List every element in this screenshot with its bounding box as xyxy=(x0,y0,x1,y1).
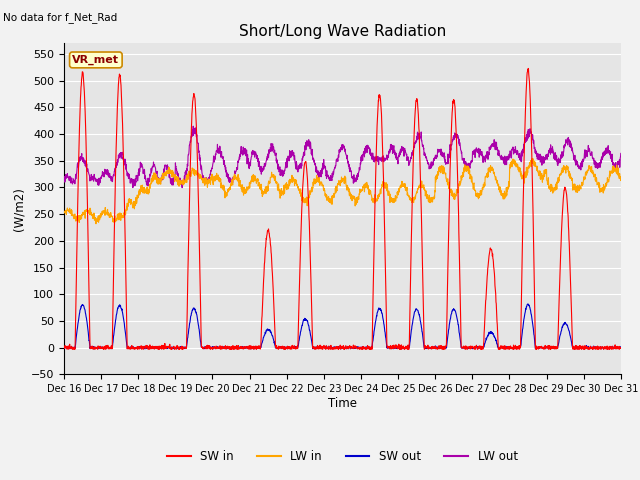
Y-axis label: (W/m2): (W/m2) xyxy=(12,187,26,231)
Text: No data for f_Net_Rad: No data for f_Net_Rad xyxy=(3,12,118,23)
Legend: SW in, LW in, SW out, LW out: SW in, LW in, SW out, LW out xyxy=(163,445,522,468)
Text: VR_met: VR_met xyxy=(72,55,119,65)
X-axis label: Time: Time xyxy=(328,397,357,410)
Title: Short/Long Wave Radiation: Short/Long Wave Radiation xyxy=(239,24,446,39)
